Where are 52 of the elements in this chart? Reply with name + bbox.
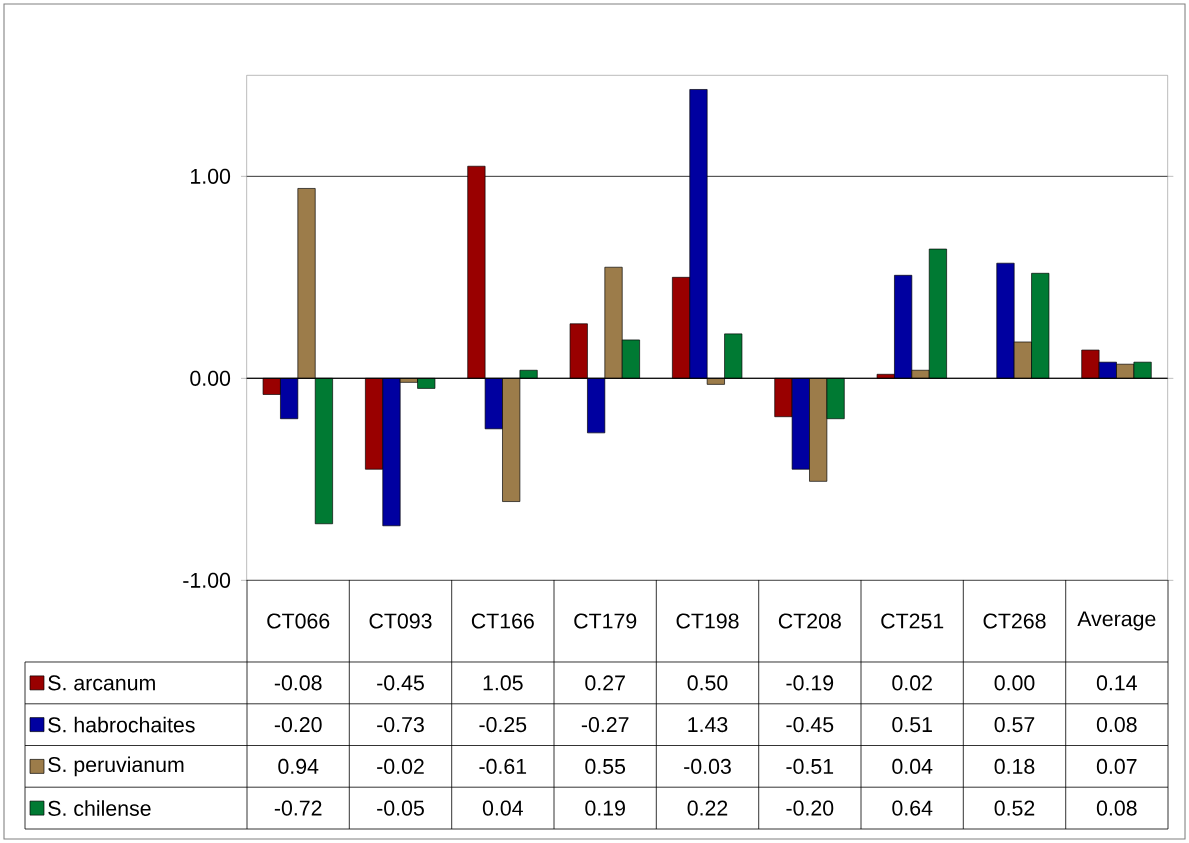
data-label: -0.20 <box>274 717 322 733</box>
data-label: 0.08 <box>1096 717 1137 733</box>
x-tick-label: CT179 <box>574 613 637 629</box>
legend-label: S. peruvianum <box>48 756 184 777</box>
data-label: -0.73 <box>377 717 424 733</box>
y-tick-label: 0.00 <box>190 370 231 386</box>
data-label: 0.19 <box>585 800 625 816</box>
data-label: 0.64 <box>892 800 933 816</box>
data-label: -0.45 <box>786 717 834 733</box>
data-label: -0.02 <box>377 758 424 774</box>
data-label: 0.55 <box>585 758 626 774</box>
y-tick-label: 1.00 <box>191 168 231 184</box>
data-label: 0.04 <box>892 758 933 774</box>
x-tick-label: CT198 <box>676 613 739 629</box>
legend-label: S. arcanum <box>48 675 155 691</box>
x-tick-label: CT268 <box>983 613 1046 629</box>
data-label: -0.45 <box>377 675 424 691</box>
data-label: 0.04 <box>482 800 523 816</box>
data-label: 0.18 <box>994 758 1035 774</box>
data-label: -0.08 <box>274 675 322 691</box>
x-tick-label: CT208 <box>778 613 841 629</box>
data-label: -0.19 <box>786 675 834 691</box>
data-label: 0.94 <box>278 758 319 774</box>
data-label: 0.50 <box>687 675 728 691</box>
legend-label: S. chilense <box>48 800 151 816</box>
data-label: 0.52 <box>994 800 1035 816</box>
data-label: -0.20 <box>786 800 834 816</box>
data-label: -0.25 <box>479 717 527 733</box>
data-label: -0.05 <box>377 800 424 816</box>
x-tick-label: CT251 <box>881 613 944 629</box>
x-tick-label: CT093 <box>369 613 432 629</box>
data-label: 1.43 <box>688 717 728 733</box>
x-tick-label: CT066 <box>267 613 330 629</box>
data-label: 0.00 <box>994 675 1035 691</box>
data-label: 0.02 <box>892 675 932 691</box>
data-label: -0.51 <box>786 758 834 774</box>
data-label: 0.22 <box>687 800 728 816</box>
data-label: 0.57 <box>994 717 1035 733</box>
data-label: -0.03 <box>684 758 731 774</box>
data-label: -0.27 <box>581 717 629 733</box>
data-label: -0.72 <box>274 800 322 816</box>
data-label: 0.27 <box>585 675 625 691</box>
data-label: 1.05 <box>483 675 523 691</box>
data-label: 0.14 <box>1096 675 1137 691</box>
legend-label: S. habrochaites <box>48 716 195 733</box>
data-label: 0.08 <box>1096 800 1137 816</box>
y-tick-label: -1.00 <box>183 572 231 588</box>
data-label: 0.51 <box>892 717 932 733</box>
x-tick-label: CT166 <box>471 613 534 629</box>
data-label: -0.61 <box>479 758 527 774</box>
x-tick-label: Average <box>1077 611 1156 631</box>
data-label: 0.07 <box>1096 758 1137 774</box>
